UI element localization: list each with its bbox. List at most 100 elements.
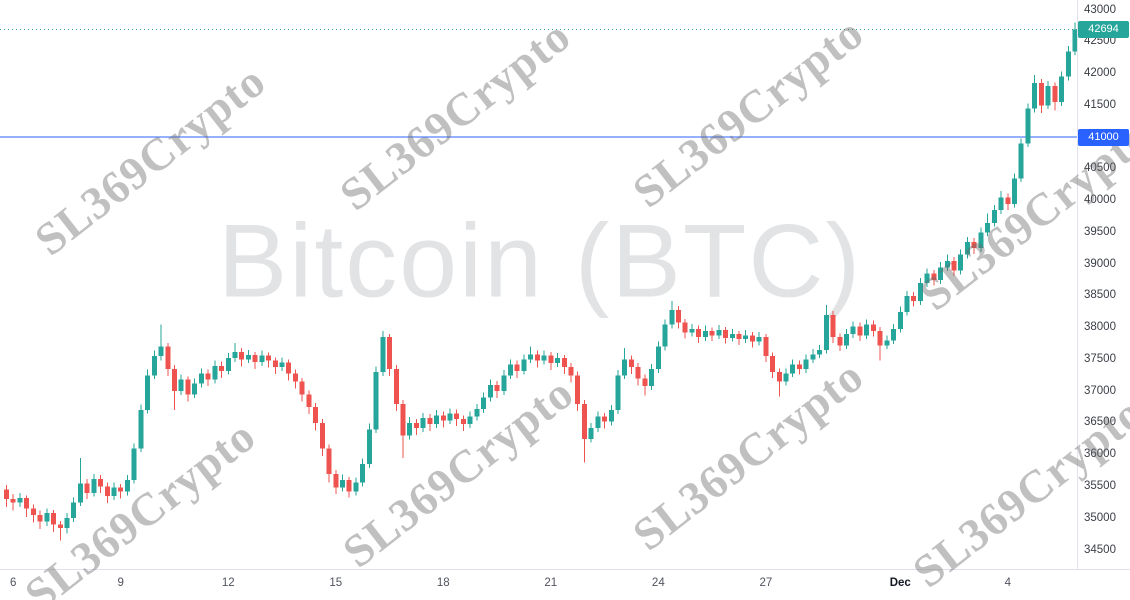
candle-body bbox=[575, 375, 581, 404]
candle-body bbox=[602, 416, 608, 422]
candle-body bbox=[64, 518, 70, 528]
candle-body bbox=[857, 326, 863, 336]
candle-body bbox=[481, 397, 487, 409]
candle-body bbox=[494, 384, 500, 392]
candle-body bbox=[1045, 86, 1051, 106]
candle-body bbox=[1025, 108, 1031, 144]
candle-body bbox=[622, 359, 628, 376]
candle-body bbox=[400, 403, 406, 436]
candle-body bbox=[669, 309, 675, 325]
candle-body bbox=[508, 364, 513, 376]
price-axis-label: 43000 bbox=[1084, 3, 1116, 16]
time-axis-label: 6 bbox=[10, 577, 17, 589]
candle-body bbox=[830, 314, 836, 338]
candle-body bbox=[245, 354, 251, 360]
candle-body bbox=[635, 367, 641, 379]
candle-body bbox=[37, 515, 43, 522]
candle-body bbox=[1065, 51, 1071, 77]
candle-body bbox=[24, 497, 30, 509]
candle-body bbox=[1052, 86, 1058, 103]
candle-body bbox=[440, 415, 446, 421]
candle-body bbox=[447, 413, 453, 421]
candle-body bbox=[911, 295, 917, 301]
candle-body bbox=[10, 499, 16, 503]
candle-body bbox=[561, 358, 567, 368]
candle-body bbox=[991, 210, 997, 223]
candle-body bbox=[1018, 143, 1024, 179]
candle-body bbox=[723, 330, 729, 338]
candle-body bbox=[91, 478, 97, 493]
alert-price-badge[interactable]: 41000 bbox=[1078, 128, 1129, 146]
candle-body bbox=[548, 355, 554, 364]
candle-body bbox=[353, 482, 359, 492]
time-axis[interactable]: 6 9 12 15 18 21 24 27 Dec 4 bbox=[0, 569, 1130, 600]
candle-body bbox=[366, 429, 372, 465]
candle-body bbox=[259, 355, 265, 362]
candle-body bbox=[649, 368, 655, 387]
candle-body bbox=[172, 368, 177, 392]
price-axis-label: 39000 bbox=[1084, 257, 1116, 270]
candle-body bbox=[662, 324, 668, 347]
candle-body bbox=[434, 415, 440, 425]
candle-body bbox=[145, 375, 151, 411]
candle-body bbox=[817, 349, 823, 355]
candle-body bbox=[380, 337, 386, 373]
time-axis-label: 15 bbox=[329, 577, 343, 589]
candle-body bbox=[373, 372, 379, 430]
candle-body bbox=[1012, 178, 1017, 204]
candle-body bbox=[178, 379, 184, 392]
candle-body bbox=[118, 487, 124, 492]
candles-series bbox=[4, 22, 1078, 541]
candle-body bbox=[1072, 29, 1078, 52]
candle-body bbox=[279, 362, 285, 368]
candle-body bbox=[521, 359, 527, 371]
candle-body bbox=[958, 254, 964, 271]
candle-body bbox=[340, 480, 345, 488]
candle-body bbox=[864, 324, 870, 336]
candle-body bbox=[198, 373, 204, 384]
candle-body bbox=[682, 322, 688, 333]
candle-body bbox=[964, 241, 970, 255]
candle-body bbox=[4, 489, 9, 500]
candle-body bbox=[743, 335, 749, 340]
candle-body bbox=[1038, 83, 1044, 106]
price-axis-label: 36500 bbox=[1084, 416, 1116, 429]
candle-body bbox=[393, 368, 399, 404]
candle-body bbox=[676, 309, 681, 323]
candle-body bbox=[514, 364, 520, 371]
candle-body bbox=[225, 358, 231, 371]
candle-body bbox=[30, 508, 36, 516]
time-axis-label: 27 bbox=[759, 577, 773, 589]
candle-body bbox=[803, 359, 809, 369]
price-axis[interactable]: 43000 42500 42000 41500 41000 40500 40000 39500… bbox=[1077, 0, 1130, 570]
candle-body bbox=[306, 394, 312, 408]
candle-body bbox=[844, 334, 849, 346]
candle-body bbox=[716, 330, 722, 336]
candle-body bbox=[487, 384, 493, 398]
price-axis-label: 39500 bbox=[1084, 225, 1116, 238]
candle-body bbox=[541, 355, 547, 361]
candle-body bbox=[924, 273, 930, 284]
candle-body bbox=[104, 486, 110, 496]
last-price-badge: 42694 bbox=[1078, 20, 1129, 38]
time-axis-label: Dec bbox=[889, 577, 911, 589]
candle-body bbox=[534, 354, 540, 361]
candle-body bbox=[944, 260, 950, 268]
time-axis-label: 21 bbox=[544, 577, 558, 589]
candle-body bbox=[292, 373, 298, 382]
candle-body bbox=[897, 311, 903, 329]
candle-body bbox=[460, 419, 466, 425]
candle-body bbox=[938, 267, 944, 280]
candle-body bbox=[333, 473, 339, 488]
candle-body bbox=[420, 417, 426, 429]
candle-body bbox=[272, 360, 278, 368]
candle-body bbox=[239, 351, 245, 360]
candle-body bbox=[313, 407, 319, 423]
candle-body bbox=[568, 367, 574, 376]
candle-body bbox=[891, 328, 897, 341]
candle-body bbox=[252, 354, 258, 362]
candle-body bbox=[736, 334, 742, 340]
candle-body bbox=[71, 502, 77, 519]
candle-body bbox=[615, 375, 621, 411]
